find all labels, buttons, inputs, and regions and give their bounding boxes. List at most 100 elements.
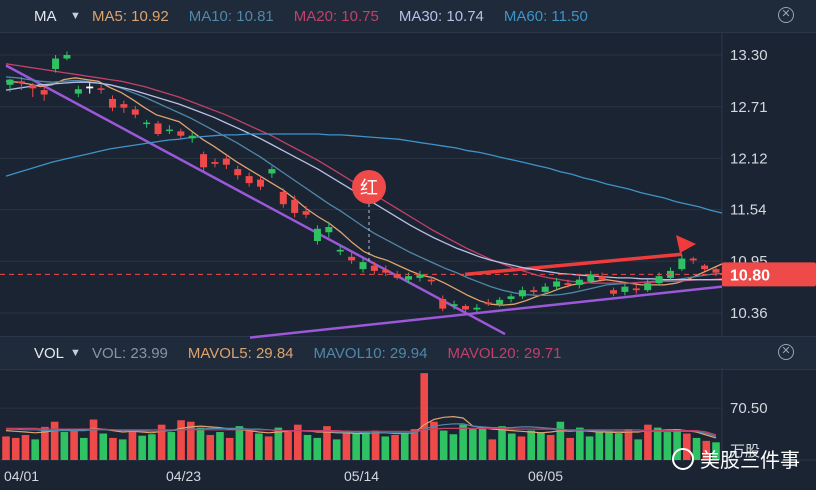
close-volume-indicator-icon[interactable]: ✕ (778, 344, 794, 360)
candle-body (655, 276, 663, 284)
main-indicator-name[interactable]: MA (34, 7, 57, 25)
volume-bar (634, 439, 642, 460)
volume-bar (196, 427, 205, 460)
legend-ma10: MA10: 10.81 (188, 7, 274, 25)
volume-bar (99, 433, 108, 460)
candle-body (302, 211, 310, 215)
legend-ma60: MA60: 11.50 (503, 7, 588, 25)
close-main-indicator-icon[interactable]: ✕ (778, 7, 794, 23)
volume-bar (167, 432, 176, 460)
legend-vol: VOL: 23.99 (92, 344, 168, 362)
volume-bar (352, 433, 360, 460)
candle-body (405, 276, 413, 280)
volume-bar (128, 430, 137, 460)
candle-body (701, 265, 709, 270)
candle-body (40, 90, 48, 95)
volume-bar (293, 424, 302, 460)
candle-body (29, 84, 37, 89)
volume-bar (21, 434, 30, 460)
volume-bar (683, 433, 691, 460)
candle-body (621, 286, 629, 292)
candle-body (177, 131, 185, 136)
volume-bar (410, 429, 419, 460)
volume-bar (449, 434, 458, 460)
volume-bar (109, 437, 117, 460)
candle-body (348, 256, 356, 261)
volume-bar (605, 430, 613, 460)
candle-body (712, 269, 720, 273)
candle-body (564, 283, 572, 285)
annotation-label: 红 (360, 178, 378, 199)
volume-bar (323, 426, 331, 460)
candle-body (97, 88, 105, 90)
candle-body (336, 249, 344, 252)
breakout-arrow-line (464, 252, 683, 277)
volume-indicator-name[interactable]: VOL (34, 344, 65, 362)
volume-bar (284, 432, 292, 460)
candle-body (484, 302, 492, 305)
volume-bar (138, 435, 146, 460)
volume-bar (89, 419, 98, 460)
volume-bar (50, 421, 59, 460)
volume-bar (507, 433, 516, 460)
candle-body (530, 290, 538, 292)
candle-body (439, 298, 447, 309)
trend-lines (5, 64, 723, 339)
price-tick-label: 13.30 (730, 47, 768, 64)
candle-body (17, 81, 25, 84)
volume-bar (566, 437, 574, 460)
volume-ma-line-mavol10 (6, 423, 717, 437)
candle-body (587, 274, 595, 282)
watermark-text: 美股三件事 (700, 450, 800, 472)
candle-body (450, 304, 458, 306)
volume-bar (712, 442, 720, 460)
volume-bar (439, 430, 448, 460)
volume-bar (186, 421, 195, 460)
volume-bar (585, 436, 594, 460)
candle-body (393, 274, 401, 278)
main-indicator-dropdown-icon[interactable]: ▼ (70, 10, 81, 22)
candle-body (120, 104, 128, 108)
candle-body (553, 281, 561, 287)
vol-legend-bar: VOL ▼ VOL: 23.99 MAVOL5: 29.84 MAVOL10: … (0, 336, 816, 370)
volume-bar (31, 439, 39, 460)
volume-indicator-dropdown-icon[interactable]: ▼ (70, 347, 81, 359)
candle-body (325, 227, 333, 233)
volume-axis: 70.50 万股 (730, 400, 768, 460)
ma-line-ma60 (5, 133, 723, 214)
candle-body (382, 270, 390, 273)
volume-bar (118, 439, 127, 460)
candle-body (507, 296, 515, 299)
candle-body (598, 276, 606, 280)
volume-bar (225, 437, 234, 460)
volume-bar (663, 432, 672, 460)
legend-ma5: MA5: 10.92 (92, 7, 169, 25)
volume-bar (332, 439, 341, 460)
candle-body (427, 279, 435, 282)
volume-bar (478, 427, 487, 460)
candle-body (63, 55, 71, 59)
breakout-arrow-head-icon (676, 235, 696, 253)
volume-bar (303, 434, 312, 460)
volume-bar (527, 430, 536, 460)
volume-bar (255, 433, 263, 460)
watermark-logo-icon (672, 447, 694, 470)
candle-body (143, 122, 151, 125)
candle-body (461, 305, 469, 310)
candle-body (211, 162, 219, 164)
candle-body (245, 176, 253, 184)
lower-trend-line (249, 285, 723, 339)
candle-body (496, 299, 504, 305)
volume-bar (362, 432, 370, 460)
volume-bar (614, 433, 623, 460)
candle-body (52, 58, 60, 70)
candle-body (154, 123, 162, 134)
date-tick-label: 05/14 (344, 468, 379, 484)
volume-bar (692, 437, 701, 460)
volume-bar (498, 426, 506, 460)
legend-ma30: MA30: 10.74 (398, 7, 484, 25)
volume-bar (342, 430, 351, 460)
legend-mavol5: MAVOL5: 29.84 (187, 344, 294, 362)
volume-bar (430, 421, 438, 460)
